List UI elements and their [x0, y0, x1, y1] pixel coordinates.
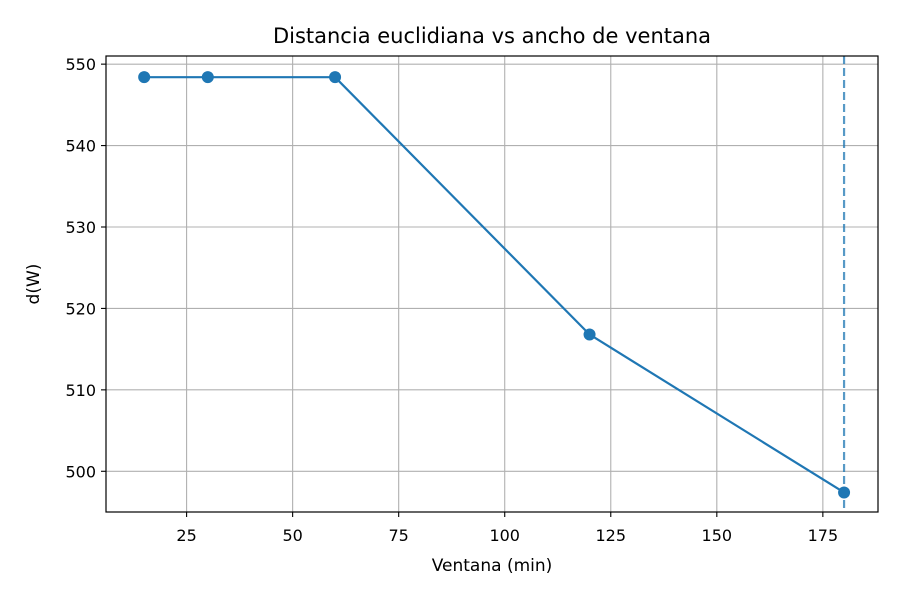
- chart-title: Distancia euclidiana vs ancho de ventana: [273, 24, 711, 48]
- y-axis-label: d(W): [24, 264, 44, 305]
- data-point: [583, 328, 596, 341]
- y-tick-label: 540: [65, 137, 96, 156]
- y-tick-label: 510: [65, 381, 96, 400]
- data-point: [838, 486, 851, 499]
- x-tick-label: 125: [595, 526, 626, 545]
- x-tick-label: 25: [176, 526, 196, 545]
- grid: [106, 56, 878, 512]
- x-axis-ticks: 25 50 75 100 125 150 175: [176, 512, 838, 545]
- plot-frame: [105, 55, 879, 513]
- x-tick-label: 150: [702, 526, 733, 545]
- data-point: [201, 71, 214, 84]
- x-axis-label: Ventana (min): [432, 556, 553, 576]
- x-tick-label: 50: [282, 526, 302, 545]
- y-tick-label: 550: [65, 55, 96, 74]
- y-axis-ticks: 500 510 520 530 540 550: [65, 55, 106, 481]
- x-tick-label: 75: [389, 526, 409, 545]
- series-layer: [138, 71, 851, 499]
- data-point: [138, 71, 151, 84]
- y-tick-label: 520: [65, 299, 96, 318]
- y-tick-label: 500: [65, 462, 96, 481]
- x-tick-label: 100: [489, 526, 520, 545]
- x-tick-label: 175: [808, 526, 839, 545]
- data-point: [329, 71, 342, 84]
- y-tick-label: 530: [65, 218, 96, 237]
